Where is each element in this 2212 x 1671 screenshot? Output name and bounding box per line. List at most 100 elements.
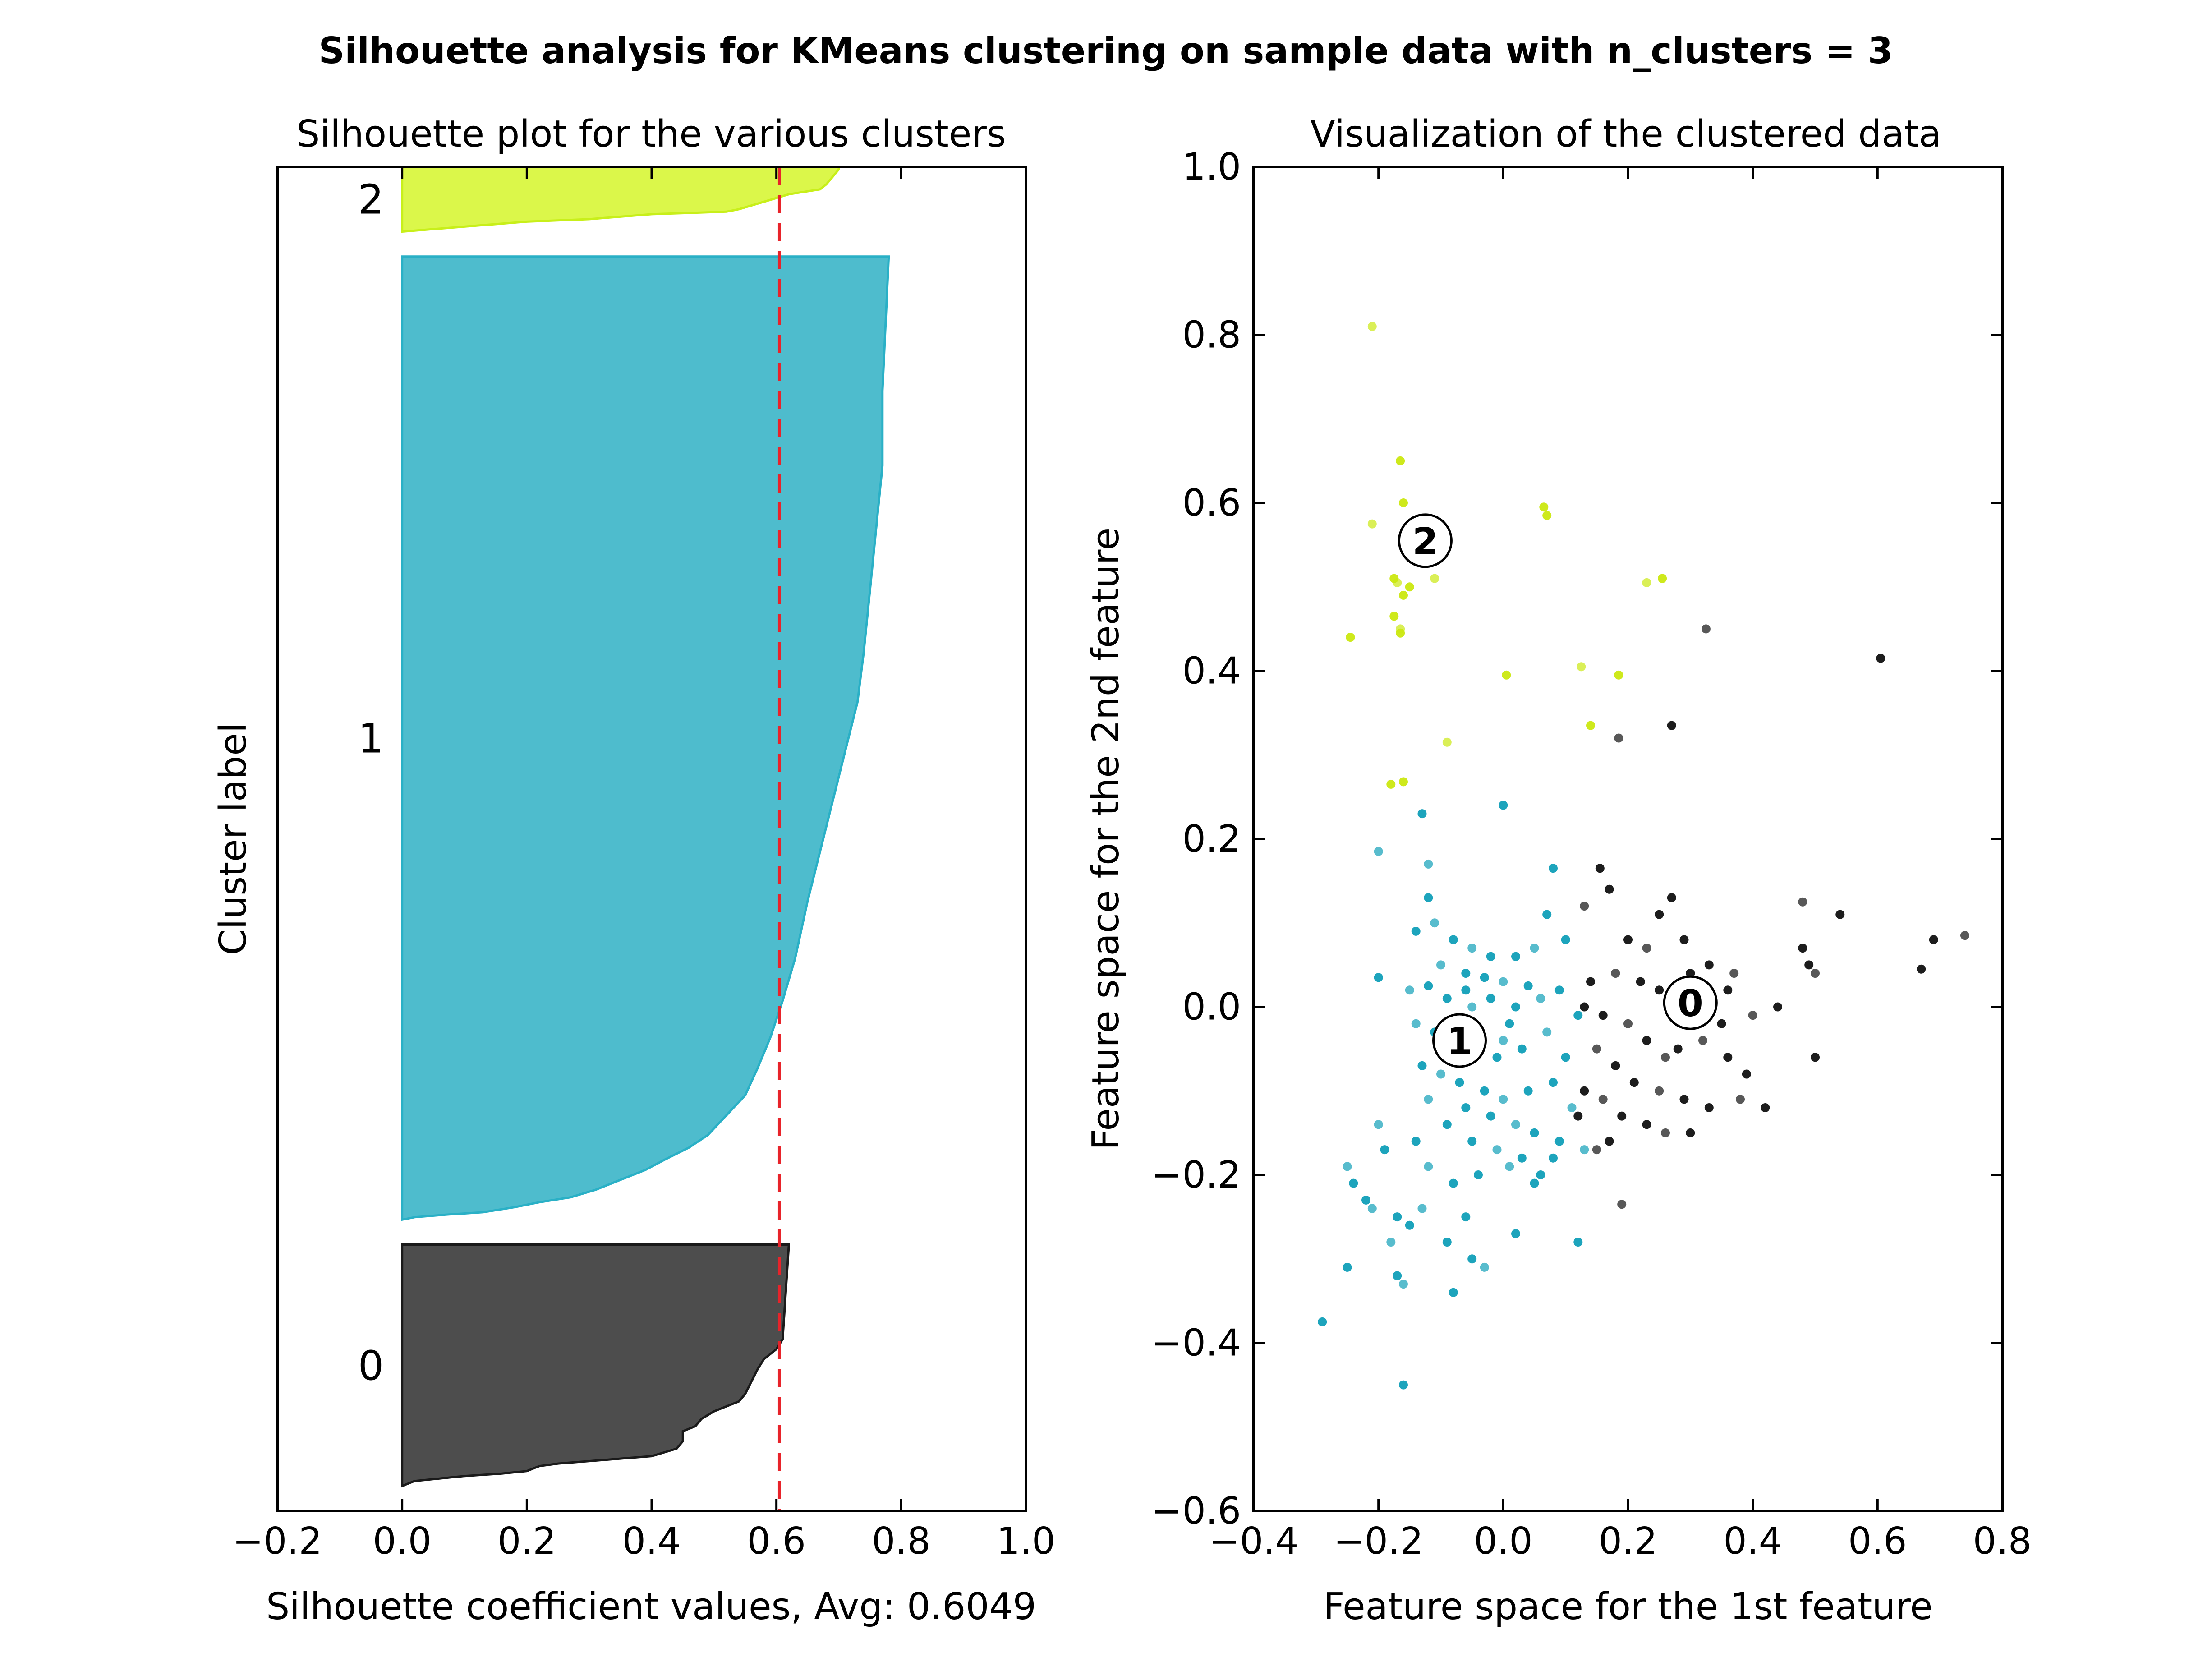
data-point-cluster-0	[1798, 897, 1807, 907]
data-point-cluster-1	[1554, 985, 1564, 995]
data-point-cluster-2	[1658, 574, 1667, 583]
data-point-cluster-0	[1655, 910, 1664, 919]
silhouette-y-axis-label: Cluster label	[212, 723, 255, 955]
data-point-cluster-1	[1430, 918, 1439, 928]
data-point-cluster-2	[1367, 519, 1377, 529]
data-point-cluster-0	[1723, 1053, 1733, 1062]
data-point-cluster-1	[1561, 1053, 1570, 1062]
data-point-cluster-2	[1399, 498, 1408, 507]
cluster-label-0: 0	[358, 1342, 384, 1390]
data-point-cluster-2	[1502, 670, 1511, 680]
data-point-cluster-1	[1505, 1019, 1514, 1028]
silhouette-plot: Silhouette plot for the various clusters…	[212, 113, 1055, 1628]
data-point-cluster-0	[1586, 977, 1595, 986]
data-point-cluster-0	[1617, 1200, 1627, 1209]
data-point-cluster-1	[1343, 1162, 1352, 1171]
data-point-cluster-1	[1318, 1317, 1327, 1326]
data-point-cluster-1	[1511, 1229, 1520, 1238]
data-point-cluster-1	[1436, 1069, 1445, 1079]
data-point-cluster-1	[1530, 1178, 1539, 1188]
data-point-cluster-1	[1455, 1078, 1464, 1087]
data-point-cluster-0	[1717, 1019, 1726, 1028]
data-point-cluster-1	[1424, 1095, 1433, 1104]
y-tick-label: 0.6	[1182, 482, 1241, 525]
scatter-ticks: −0.4 −0.2 0.0 0.2 0.4 0.6 0.8−0.6−0.4−0.20.00.…	[1151, 146, 2032, 1563]
data-point-cluster-0	[1698, 1036, 1707, 1045]
data-point-cluster-1	[1486, 994, 1495, 1003]
data-point-cluster-0	[1704, 960, 1714, 970]
data-point-cluster-1	[1573, 1238, 1583, 1247]
x-tick-label: 0.4	[622, 1520, 681, 1563]
data-point-cluster-0	[1798, 944, 1807, 953]
data-point-cluster-0	[1811, 1053, 1820, 1062]
data-point-cluster-1	[1411, 926, 1421, 936]
data-point-cluster-1	[1380, 1145, 1389, 1155]
data-point-cluster-1	[1486, 952, 1495, 961]
data-point-cluster-1	[1424, 1162, 1433, 1171]
data-point-cluster-0	[1960, 931, 1969, 940]
data-point-cluster-0	[1598, 1095, 1608, 1104]
data-point-cluster-1	[1361, 1195, 1370, 1205]
x-tick-label: 0.6	[747, 1520, 805, 1563]
scatter-x-axis-label: Feature space for the 1st feature	[1323, 1585, 1932, 1628]
data-point-cluster-1	[1411, 1019, 1421, 1028]
y-tick-label: 0.2	[1182, 818, 1241, 861]
data-point-cluster-0	[1673, 1044, 1683, 1054]
data-point-cluster-2	[1614, 670, 1623, 680]
data-point-cluster-0	[1623, 935, 1633, 944]
data-point-cluster-1	[1442, 1238, 1452, 1247]
data-point-cluster-1	[1523, 1086, 1533, 1096]
x-tick-label: 0.8	[1973, 1520, 2032, 1563]
data-point-cluster-1	[1499, 1036, 1508, 1045]
data-point-cluster-1	[1549, 1078, 1558, 1087]
data-point-cluster-2	[1389, 612, 1399, 621]
data-point-cluster-1	[1467, 1137, 1477, 1146]
data-point-cluster-2	[1405, 582, 1414, 592]
silhouette-x-axis-label: Silhouette coefficient values, Avg: 0.60…	[266, 1585, 1036, 1628]
data-point-cluster-1	[1580, 1145, 1589, 1155]
data-point-cluster-1	[1492, 1053, 1502, 1062]
y-tick-label: 0.4	[1182, 650, 1241, 693]
y-tick-label: −0.4	[1151, 1322, 1241, 1365]
data-point-cluster-1	[1386, 1238, 1396, 1247]
data-point-cluster-0	[1592, 1145, 1601, 1155]
data-point-cluster-0	[1629, 1078, 1639, 1087]
data-point-cluster-2	[1542, 511, 1552, 520]
data-point-cluster-1	[1536, 994, 1545, 1003]
cluster-center-label: 1	[1447, 1020, 1472, 1063]
data-point-cluster-2	[1396, 628, 1405, 638]
data-point-cluster-1	[1467, 1002, 1477, 1012]
scatter-plot-frame	[1252, 166, 2004, 1512]
data-point-cluster-0	[1611, 1061, 1620, 1070]
data-point-cluster-1	[1554, 1137, 1564, 1146]
data-point-cluster-1	[1399, 1380, 1408, 1390]
data-point-cluster-1	[1424, 859, 1433, 869]
data-point-cluster-0	[1655, 985, 1664, 995]
data-point-cluster-2	[1399, 590, 1408, 600]
data-point-cluster-0	[1761, 1103, 1770, 1112]
x-tick-label: −0.2	[232, 1520, 322, 1563]
y-tick-label: 0.0	[1182, 986, 1241, 1029]
data-point-cluster-0	[1636, 977, 1645, 986]
data-point-cluster-1	[1417, 1061, 1427, 1070]
data-point-cluster-0	[1748, 1011, 1757, 1020]
x-tick-label: 0.4	[1723, 1520, 1782, 1563]
data-point-cluster-1	[1405, 1220, 1414, 1230]
data-point-cluster-0	[1667, 721, 1676, 730]
silhouette-area-cluster-2	[401, 166, 840, 233]
data-point-cluster-0	[1804, 960, 1814, 970]
y-tick-label: 1.0	[1182, 146, 1241, 189]
data-point-cluster-1	[1467, 944, 1477, 953]
data-point-cluster-2	[1393, 578, 1402, 587]
cluster-centers: 0 1 2	[1398, 513, 1718, 1068]
x-tick-label: 0.0	[372, 1520, 431, 1563]
data-point-cluster-1	[1573, 1011, 1583, 1020]
data-point-cluster-0	[1876, 654, 1885, 663]
data-point-cluster-1	[1393, 1271, 1402, 1280]
x-tick-label: −0.2	[1334, 1520, 1423, 1563]
data-point-cluster-1	[1461, 1103, 1471, 1112]
data-point-cluster-1	[1399, 1280, 1408, 1289]
data-point-cluster-1	[1511, 1120, 1520, 1129]
data-point-cluster-2	[1367, 322, 1377, 331]
